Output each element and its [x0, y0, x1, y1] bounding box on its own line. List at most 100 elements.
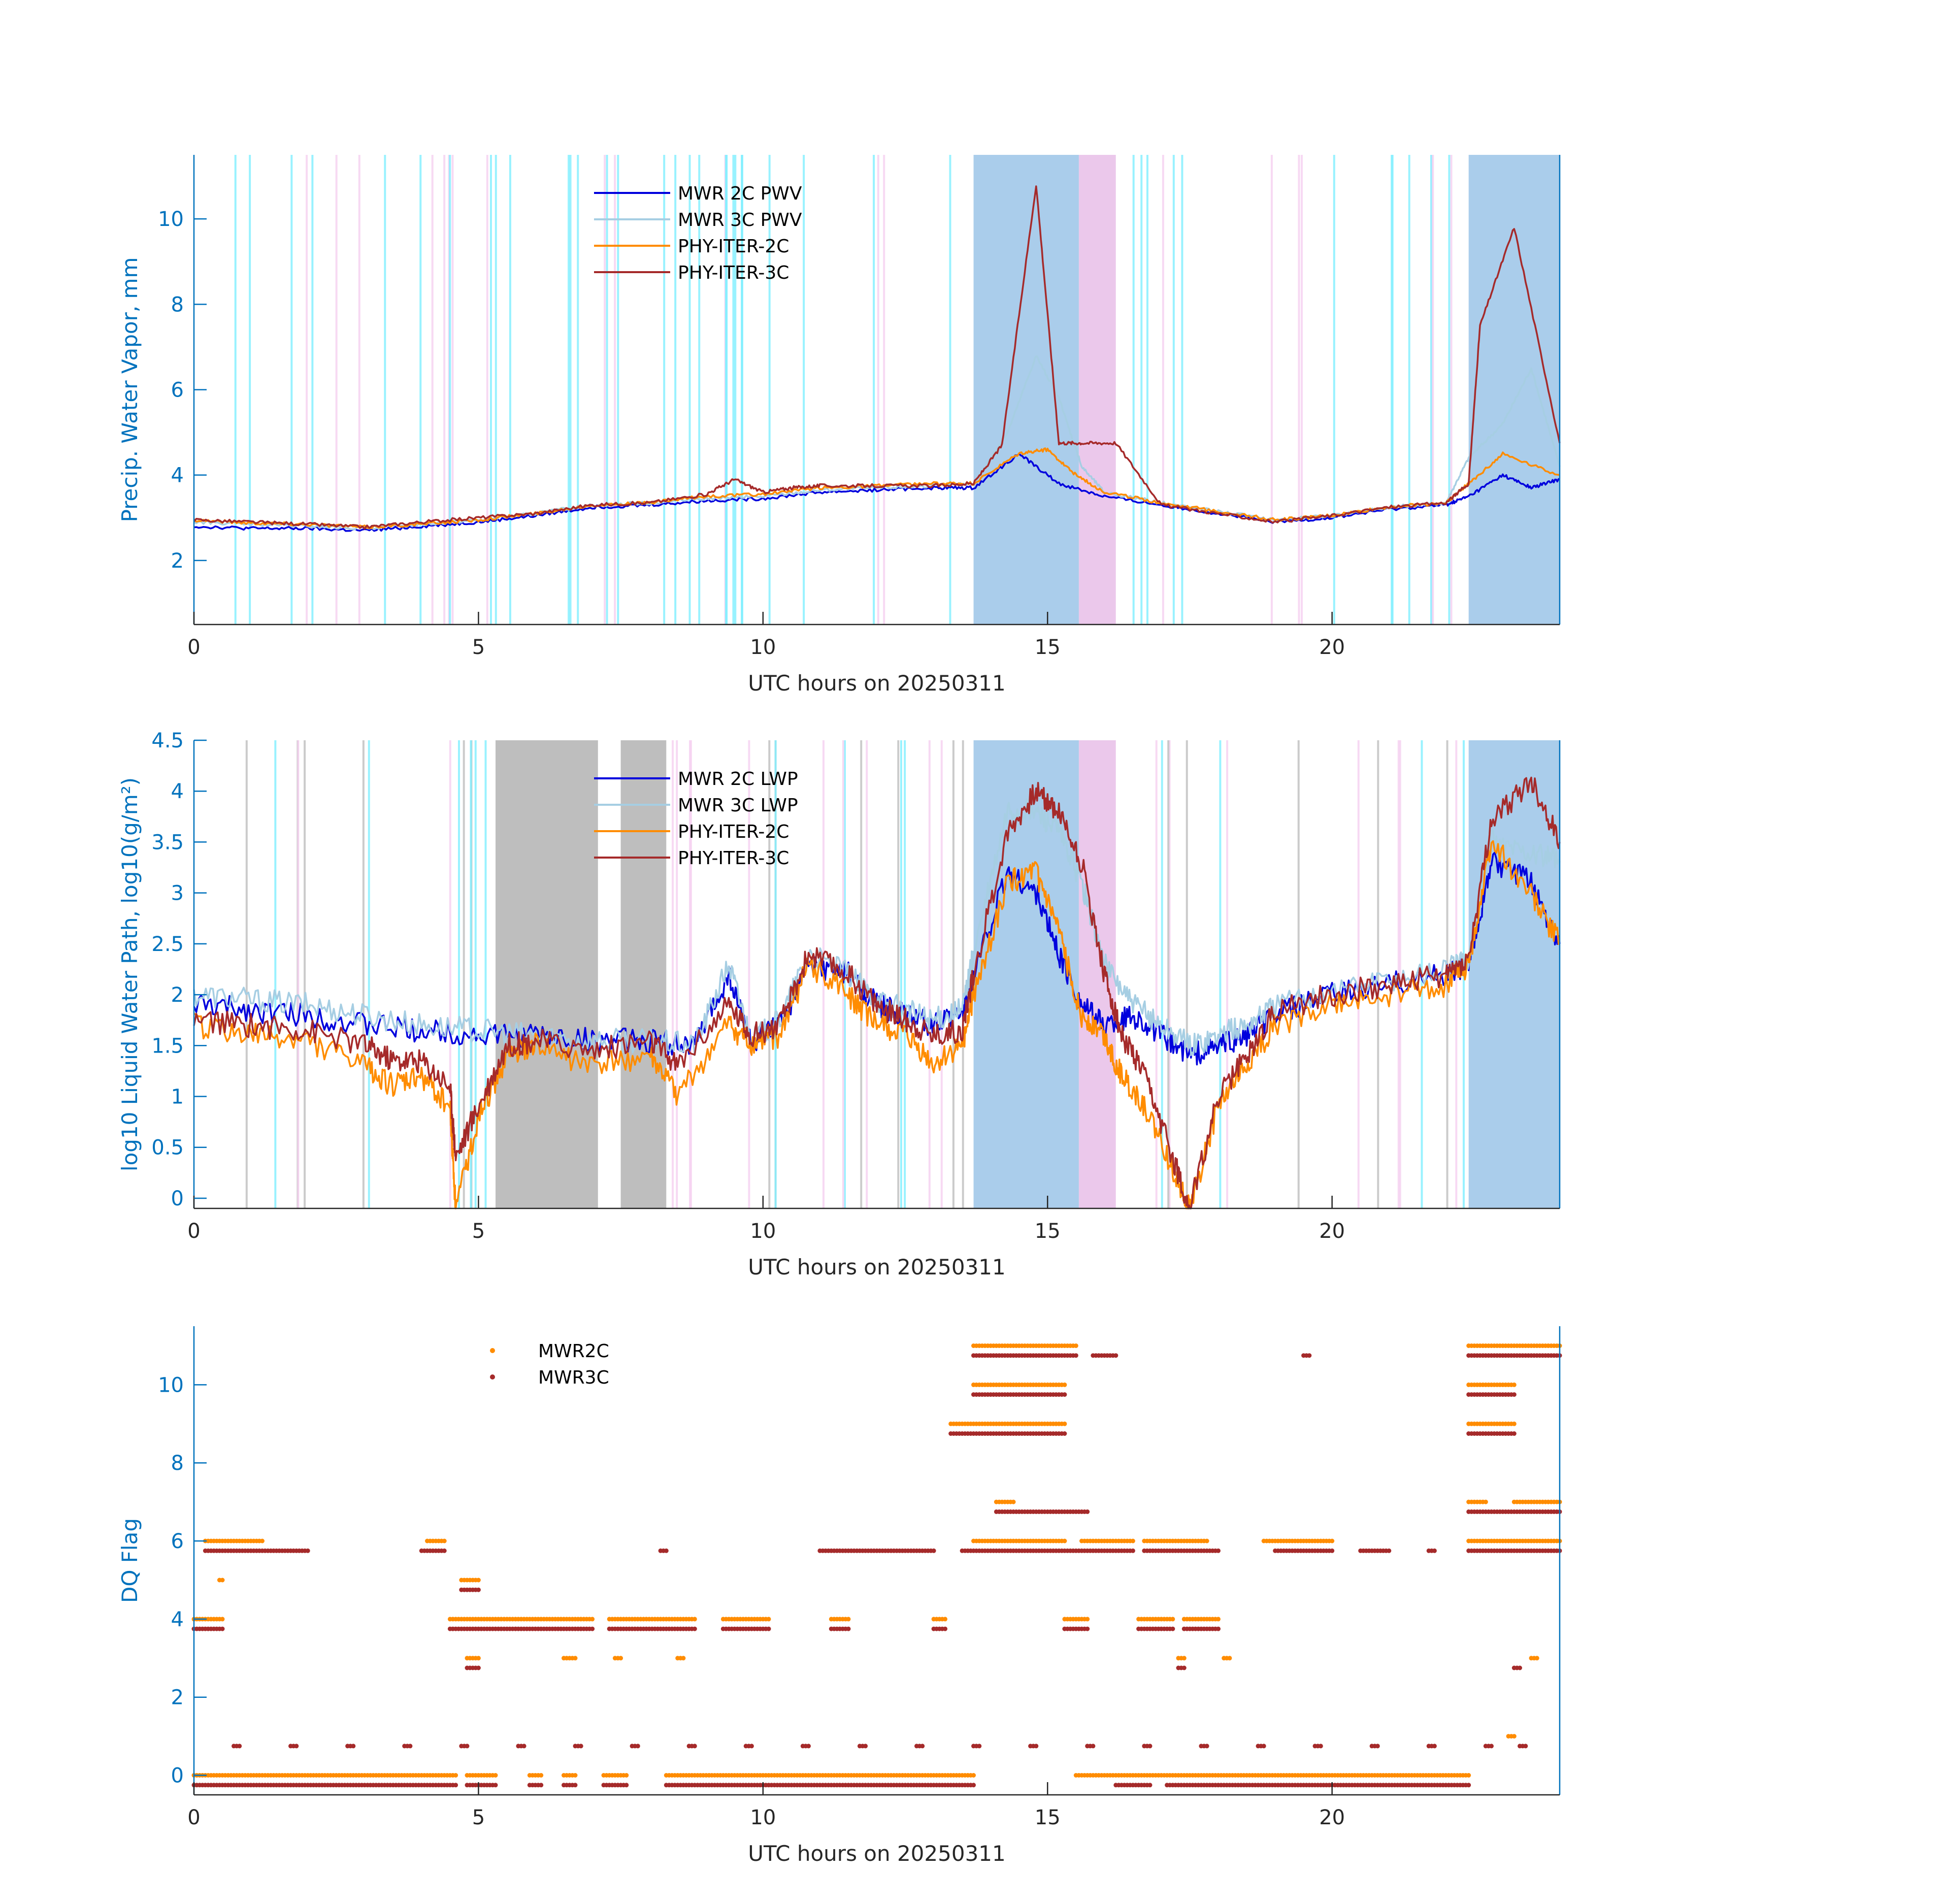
dq-point-mwr3c: [971, 1783, 976, 1788]
dq-point-mwr3c: [749, 1744, 754, 1749]
pwv-flag-line: [449, 155, 451, 625]
dq-point-mwr2c: [1170, 1617, 1175, 1622]
dq-point-mwr2c: [624, 1773, 629, 1778]
dq-point-mwr2c: [260, 1538, 265, 1544]
lwp-flag-line: [1357, 740, 1360, 1208]
dq-legend-swatch: [490, 1374, 495, 1380]
dq-point-mwr2c: [618, 1656, 623, 1661]
pwv-flag-line: [306, 155, 308, 625]
dq-point-mwr3c: [1318, 1744, 1323, 1749]
dq-y-axis-label: DQ Flag: [117, 1518, 142, 1603]
lwp-flag-line: [774, 740, 777, 1208]
lwp-flag-line: [1377, 740, 1379, 1208]
dq-point-mwr3c: [1170, 1626, 1175, 1631]
lwp-y-axis-label: log10 Liquid Water Path, log10(g/m²): [117, 777, 142, 1171]
pwv-flag-line: [495, 155, 497, 625]
dq-point-mwr2c: [1085, 1617, 1090, 1622]
dq-point-mwr2c: [1011, 1499, 1016, 1504]
lwp-flag-line: [449, 740, 451, 1208]
lwp-y-tick-label: 0: [171, 1187, 184, 1210]
dq-point-mwr2c: [442, 1538, 447, 1544]
lwp-y-tick-label: 2: [171, 983, 184, 1007]
lwp-y-tick-label: 3: [171, 882, 184, 905]
pwv-flag-line: [419, 155, 422, 625]
pwv-y-tick-label: 2: [171, 549, 184, 573]
dq-point-mwr3c: [590, 1626, 595, 1631]
dq-flag-panel: 0 5 10 15 20 0 2 4 6 8 10 UTC hours on 20250311 DQ…: [117, 1326, 1562, 1866]
dq-point-mwr2c: [476, 1578, 481, 1583]
lwp-flag-bands: [245, 740, 1560, 1208]
pwv-flag-line: [698, 155, 701, 625]
dq-point-mwr3c: [863, 1744, 868, 1749]
dq-point-mwr2c: [1062, 1538, 1067, 1544]
pwv-flag-line: [1181, 155, 1183, 625]
lwp-flag-line: [904, 740, 906, 1208]
pwv-legend-label: PHY-ITER-2C: [678, 236, 789, 257]
lwp-series: [193, 776, 1561, 1209]
pwv-flag-bands: [234, 155, 1560, 625]
pwv-flag-line: [569, 155, 572, 625]
lwp-y-tick-label: 1: [171, 1086, 184, 1109]
dq-point-mwr2c: [220, 1617, 225, 1622]
lwp-gray-flag-band: [496, 740, 598, 1208]
dq-point-mwr2c: [1511, 1421, 1517, 1426]
dq-point-mwr3c: [1147, 1783, 1153, 1788]
pwv-legend-label: MWR 2C PWV: [678, 183, 802, 204]
dq-point-mwr3c: [453, 1783, 458, 1788]
lwp-flag-line: [474, 740, 477, 1208]
dq-x-tick-label: 10: [750, 1806, 776, 1829]
pwv-x-tick-label: 10: [750, 636, 776, 659]
pwv-flag-line: [873, 155, 875, 625]
dq-point-mwr3c: [465, 1744, 470, 1749]
dq-legend-label: MWR2C: [538, 1341, 609, 1362]
dq-point-mwr2c: [573, 1773, 578, 1778]
lwp-legend: MWR 2C LWP MWR 3C LWP PHY-ITER-2C PHY-ITER-…: [594, 769, 798, 869]
dq-point-mwr3c: [573, 1783, 578, 1788]
pwv-flag-line: [883, 155, 885, 625]
lwp-flag-line: [484, 740, 487, 1208]
dq-point-mwr3c: [1216, 1548, 1221, 1553]
dq-y-tick-label: 6: [171, 1530, 184, 1553]
pwv-series-phy-iter-2c: [193, 447, 1560, 529]
dq-y-tick-label: 4: [171, 1608, 184, 1631]
lwp-flag-line: [1168, 740, 1171, 1208]
pwv-flag-line: [604, 155, 606, 625]
lwp-flag-line: [1297, 740, 1300, 1208]
pwv-flag-line: [1391, 155, 1394, 625]
dq-legend-label: MWR3C: [538, 1367, 609, 1388]
dq-point-mwr2c: [1181, 1656, 1187, 1661]
dq-point-mwr2c: [453, 1773, 458, 1778]
pwv-flag-line: [614, 155, 616, 625]
pwv-y-tick-label: 6: [171, 379, 184, 402]
pwv-legend: MWR 2C PWV MWR 3C PWV PHY-ITER-2C PHY-ITER-…: [594, 183, 802, 283]
dq-point-mwr3c: [521, 1744, 526, 1749]
pwv-axes: 0 5 10 15 20 2 4 6 8 10: [158, 155, 1561, 659]
pwv-flag-line: [606, 155, 608, 625]
dq-point-mwr2c: [681, 1656, 686, 1661]
lwp-y-tick-label: 0.5: [151, 1136, 184, 1160]
pwv-x-tick-label: 0: [187, 636, 200, 659]
dq-point-mwr3c: [408, 1744, 413, 1749]
dq-point-mwr2c: [493, 1773, 498, 1778]
dq-point-mwr3c: [578, 1744, 583, 1749]
pwv-flag-line: [577, 155, 579, 625]
pwv-flag-line: [335, 155, 338, 625]
dq-point-mwr3c: [624, 1783, 629, 1788]
dq-point-mwr3c: [1113, 1353, 1118, 1358]
dq-point-mwr2c: [1330, 1538, 1335, 1544]
lwp-flag-line: [304, 740, 306, 1208]
pwv-flag-line: [249, 155, 251, 625]
lwp-series-mwr-2c-lwp: [193, 851, 1561, 1066]
dq-point-mwr3c: [1523, 1744, 1528, 1749]
pwv-pink-flag-band: [1078, 155, 1116, 625]
lwp-flag-line: [940, 740, 943, 1208]
dq-legend: MWR2C MWR3C: [490, 1341, 609, 1388]
lwp-flag-line: [463, 740, 465, 1208]
pwv-flag-line: [1298, 155, 1300, 625]
dq-point-mwr3c: [1085, 1509, 1090, 1514]
pwv-y-tick-label: 8: [171, 293, 184, 316]
pwv-flag-line: [358, 155, 360, 625]
pwv-flag-line: [663, 155, 666, 625]
dq-point-mwr2c: [943, 1617, 947, 1622]
pwv-flag-line: [1408, 155, 1410, 625]
